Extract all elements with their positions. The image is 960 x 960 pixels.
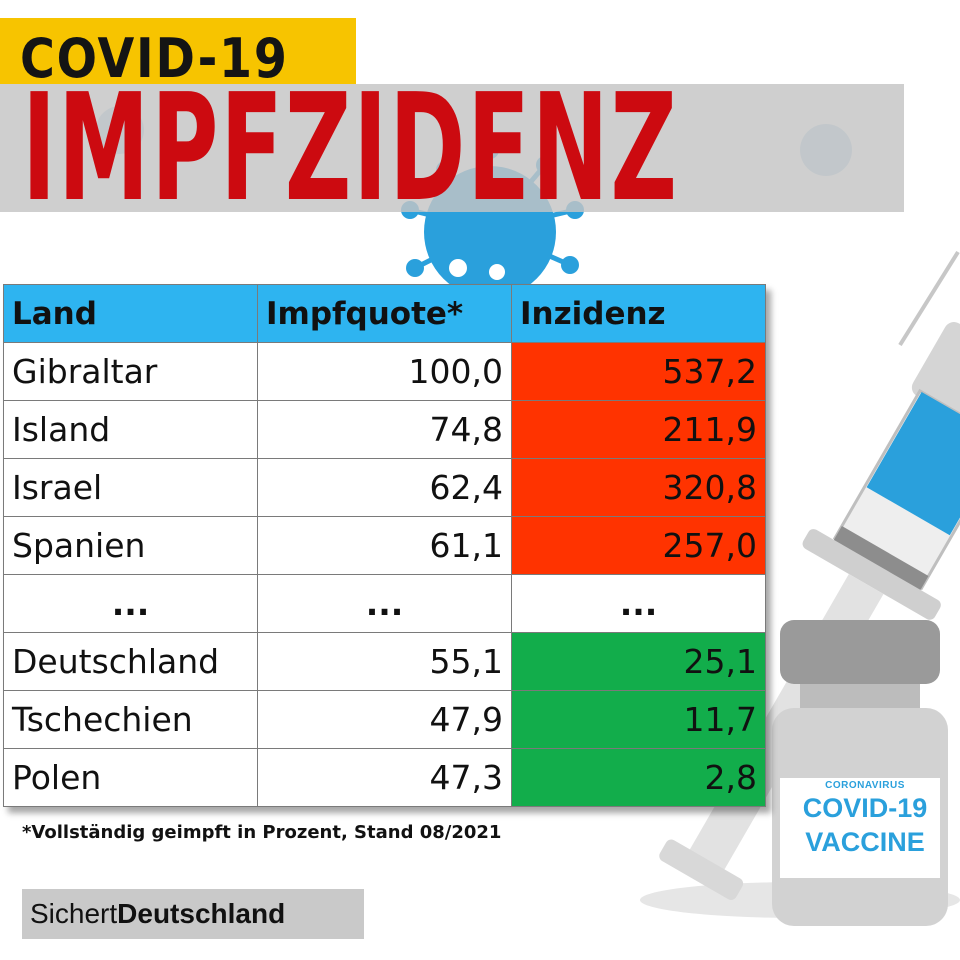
cell-inzidenz: 25,1 xyxy=(511,632,766,691)
vial-label: CORONAVIRUS COVID-19 VACCINE xyxy=(780,780,950,859)
table-row: Island 74,8 211,9 xyxy=(3,400,766,459)
cell-impfquote: 62,4 xyxy=(257,458,512,517)
table-row: Tschechien 47,9 11,7 xyxy=(3,690,766,749)
column-header-impfquote: Impfquote* xyxy=(257,284,512,343)
cell-impfquote: 47,9 xyxy=(257,690,512,749)
vial-label-line2: VACCINE xyxy=(805,827,925,857)
covid-badge: COVID-19 xyxy=(0,18,356,90)
vial-label-small: CORONAVIRUS xyxy=(825,780,905,791)
cell-inzidenz: 537,2 xyxy=(511,342,766,401)
cell-impfquote: 74,8 xyxy=(257,400,512,459)
cell-impfquote: ... xyxy=(257,574,512,633)
cell-land: Spanien xyxy=(3,516,258,575)
cell-impfquote: 47,3 xyxy=(257,748,512,807)
source-prefix: Sichert xyxy=(30,898,118,929)
table-header-row: Land Impfquote* Inzidenz xyxy=(3,284,766,343)
cell-land: Island xyxy=(3,400,258,459)
cell-land: Tschechien xyxy=(3,690,258,749)
table-row: Spanien 61,1 257,0 xyxy=(3,516,766,575)
column-header-inzidenz: Inzidenz xyxy=(511,284,766,343)
cell-inzidenz: ... xyxy=(511,574,766,633)
page-title: IMPFZIDENZ xyxy=(22,62,679,234)
cell-inzidenz: 320,8 xyxy=(511,458,766,517)
table-row: Gibraltar 100,0 537,2 xyxy=(3,342,766,401)
cell-inzidenz: 11,7 xyxy=(511,690,766,749)
covid-badge-label: COVID-19 xyxy=(20,27,289,90)
table-row: Polen 47,3 2,8 xyxy=(3,748,766,807)
cell-land: Polen xyxy=(3,748,258,807)
table-row-ellipsis: ... ... ... xyxy=(3,574,766,633)
vial-label-line1: COVID-19 xyxy=(802,793,928,823)
column-header-land: Land xyxy=(3,284,258,343)
cell-inzidenz: 2,8 xyxy=(511,748,766,807)
footnote: *Vollständig geimpft in Prozent, Stand 0… xyxy=(22,822,502,843)
vaccination-incidence-table: Land Impfquote* Inzidenz Gibraltar 100,0… xyxy=(3,284,766,807)
title-band xyxy=(0,84,904,212)
cell-land: Gibraltar xyxy=(3,342,258,401)
cell-impfquote: 61,1 xyxy=(257,516,512,575)
cell-impfquote: 55,1 xyxy=(257,632,512,691)
vaccine-vial-icon xyxy=(772,620,948,926)
source-tag: SichertDeutschland xyxy=(22,889,364,939)
cell-impfquote: 100,0 xyxy=(257,342,512,401)
cell-land: ... xyxy=(3,574,258,633)
table-row: Israel 62,4 320,8 xyxy=(3,458,766,517)
table-row: Deutschland 55,1 25,1 xyxy=(3,632,766,691)
cell-land: Deutschland xyxy=(3,632,258,691)
cell-land: Israel xyxy=(3,458,258,517)
source-bold: Deutschland xyxy=(117,898,286,929)
cell-inzidenz: 211,9 xyxy=(511,400,766,459)
cell-inzidenz: 257,0 xyxy=(511,516,766,575)
